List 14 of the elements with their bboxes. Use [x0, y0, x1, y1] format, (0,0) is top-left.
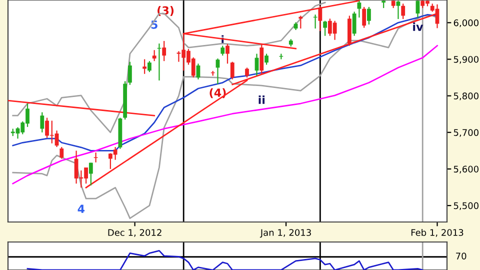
- y-tick-label: 5,800: [454, 92, 478, 100]
- y-tick-label: 5,600: [454, 166, 478, 174]
- x-tick-label: Jan 1, 2013: [260, 229, 311, 238]
- y-tick-label: 5,500: [454, 202, 478, 210]
- y-tick-label: 5,700: [454, 129, 478, 137]
- annotation: (4): [210, 88, 226, 98]
- y-tick-label: 6,000: [454, 19, 478, 28]
- x-tick-label: Dec 1, 2012: [108, 229, 162, 237]
- y-tick-label: 5,900: [454, 56, 478, 64]
- annotation: 4: [78, 204, 85, 213]
- x-tick-label: Feb 1, 2013: [411, 228, 464, 237]
- text: 70: [456, 252, 466, 260]
- annotation: ii: [258, 95, 265, 104]
- annotation: iv: [413, 22, 424, 31]
